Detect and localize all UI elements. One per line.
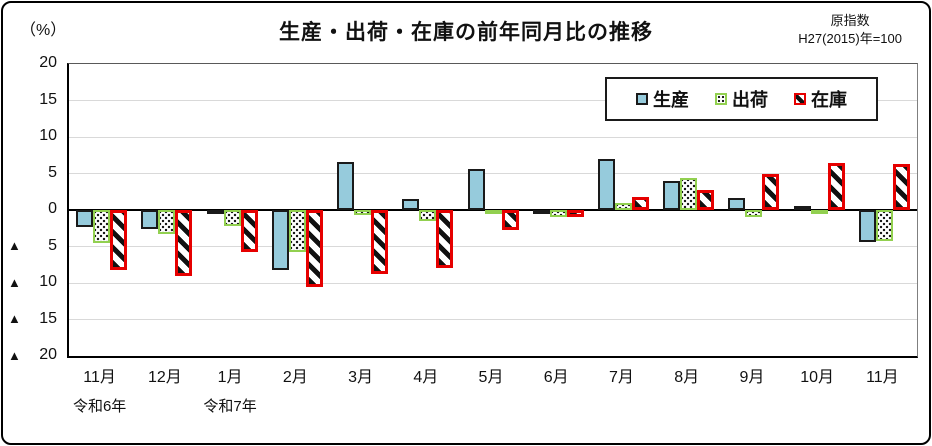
y-tick-value: 0 xyxy=(48,200,57,217)
x-tick-label: 4月 xyxy=(413,369,439,386)
y-tick-label: ▲ 15 xyxy=(8,309,57,329)
y-tick-label: 15 xyxy=(8,90,57,110)
production-swatch-icon xyxy=(636,93,648,105)
y-tick-value: 10 xyxy=(39,127,57,144)
legend-item-production: 生産 xyxy=(636,86,689,112)
gridline xyxy=(69,282,917,284)
legend-item-inventory: 在庫 xyxy=(794,86,847,112)
era-label: 令和6年 xyxy=(72,398,127,415)
x-tick-label: 8月 xyxy=(674,369,700,386)
bar-inventory-4月 xyxy=(436,210,454,269)
bar-inventory-9月 xyxy=(762,173,780,210)
x-tick-label: 11月 xyxy=(866,369,899,386)
bar-shipment-6月 xyxy=(549,210,567,217)
gridline xyxy=(69,136,917,138)
bar-shipment-1月 xyxy=(223,210,241,227)
bar-inventory-8月 xyxy=(697,189,715,210)
y-axis-unit-label: （%） xyxy=(20,22,67,39)
base-year-label: H27(2015)年=100 xyxy=(798,30,902,46)
bar-inventory-6月 xyxy=(566,210,584,218)
legend-label: 生産 xyxy=(653,90,689,110)
bar-production-7月 xyxy=(597,158,615,210)
bar-production-1月 xyxy=(206,210,224,214)
bar-inventory-2月 xyxy=(305,210,323,288)
y-tick-value: 5 xyxy=(48,236,57,254)
bar-production-6月 xyxy=(532,210,550,214)
gridline xyxy=(69,173,917,174)
y-tick-label: 10 xyxy=(8,126,57,146)
x-tick-label: 6月 xyxy=(543,369,569,386)
x-tick-label: 5月 xyxy=(478,369,504,386)
y-tick-label: 5 xyxy=(8,163,57,183)
gridline xyxy=(69,100,917,101)
bar-production-12月 xyxy=(141,210,159,229)
y-tick-value: 15 xyxy=(39,309,57,327)
negative-triangle-icon: ▲ xyxy=(8,347,21,363)
bar-production-11月 xyxy=(858,210,876,243)
x-tick-label: 3月 xyxy=(348,369,373,386)
y-tick-value: 20 xyxy=(39,346,57,363)
x-tick-label: 10月 xyxy=(800,369,835,386)
era-label: 令和7年 xyxy=(203,398,257,415)
chart-legend: 生産 出荷 在庫 xyxy=(605,77,878,121)
bar-shipment-8月 xyxy=(680,177,698,210)
bar-production-3月 xyxy=(337,161,355,210)
bar-production-10月 xyxy=(793,205,811,210)
bar-inventory-7月 xyxy=(631,196,649,210)
bar-shipment-5月 xyxy=(484,210,502,215)
bar-inventory-11月 xyxy=(110,210,128,270)
y-tick-label: ▲ 5 xyxy=(8,236,57,256)
x-tick-label: 9月 xyxy=(739,369,765,386)
index-type-label: 原指数 xyxy=(830,13,870,28)
gridline xyxy=(69,246,917,247)
bar-shipment-7月 xyxy=(614,202,632,210)
y-tick-value: 15 xyxy=(39,90,57,108)
bar-production-11月 xyxy=(76,210,94,227)
bar-production-5月 xyxy=(467,169,485,210)
bar-production-9月 xyxy=(728,198,746,210)
bar-shipment-3月 xyxy=(354,210,372,216)
chart-title: 生産・出荷・在庫の前年同月比の推移 xyxy=(279,21,653,44)
bar-inventory-11月 xyxy=(892,164,910,210)
gridline xyxy=(69,319,917,320)
y-tick-value: 20 xyxy=(39,54,57,71)
bar-inventory-10月 xyxy=(827,162,845,210)
bar-production-8月 xyxy=(663,180,681,210)
bar-shipment-11月 xyxy=(875,210,893,242)
y-tick-label: ▲ 20 xyxy=(8,345,57,365)
bar-production-4月 xyxy=(402,199,420,210)
legend-label: 在庫 xyxy=(811,90,847,110)
negative-triangle-icon: ▲ xyxy=(8,274,21,290)
bar-inventory-5月 xyxy=(501,210,519,231)
bar-shipment-10月 xyxy=(810,210,828,215)
negative-triangle-icon: ▲ xyxy=(8,238,21,253)
legend-label: 出荷 xyxy=(732,90,768,110)
bar-inventory-1月 xyxy=(240,210,258,253)
x-tick-label: 7月 xyxy=(609,369,634,386)
bar-shipment-11月 xyxy=(93,210,111,243)
x-tick-label: 11月 xyxy=(83,369,116,386)
x-tick-label: 1月 xyxy=(217,369,243,386)
y-tick-label: 20 xyxy=(8,53,57,73)
x-tick-label: 12月 xyxy=(147,369,182,386)
y-tick-value: 10 xyxy=(39,273,57,290)
shipment-swatch-icon xyxy=(715,93,727,105)
bar-inventory-3月 xyxy=(371,210,389,275)
bar-shipment-2月 xyxy=(288,210,306,252)
index-note: 原指数 H27(2015)年=100 xyxy=(798,12,902,47)
bar-shipment-12月 xyxy=(158,210,176,235)
bar-shipment-9月 xyxy=(745,210,763,217)
x-tick-label: 2月 xyxy=(282,369,308,386)
y-tick-label: ▲ 10 xyxy=(8,272,57,292)
bar-shipment-4月 xyxy=(419,210,437,221)
legend-item-shipment: 出荷 xyxy=(715,86,768,112)
bar-inventory-12月 xyxy=(175,210,193,276)
negative-triangle-icon: ▲ xyxy=(8,311,21,326)
y-tick-label: 0 xyxy=(8,199,57,219)
y-tick-value: 5 xyxy=(48,163,57,181)
bar-production-2月 xyxy=(271,210,289,270)
inventory-swatch-icon xyxy=(794,93,806,105)
